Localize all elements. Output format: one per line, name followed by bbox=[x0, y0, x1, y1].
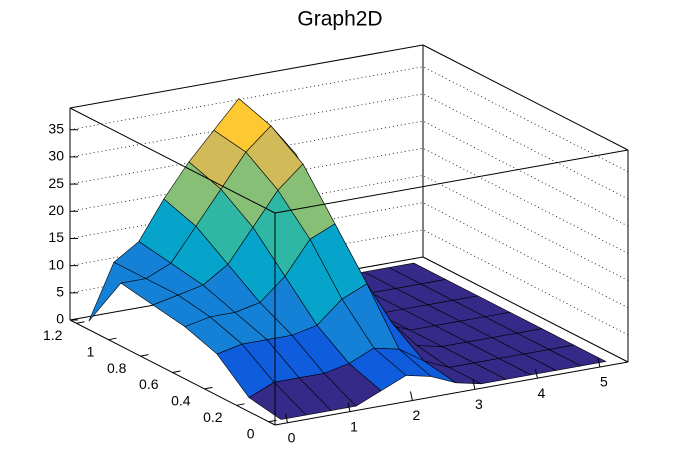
z-tick-label: 20 bbox=[48, 202, 64, 218]
surface-cell bbox=[248, 382, 307, 420]
x-tick-label: 4 bbox=[538, 385, 546, 401]
x-tick bbox=[472, 380, 476, 390]
box-edge bbox=[274, 149, 629, 214]
grid-line bbox=[69, 120, 629, 227]
x-tick-label: 5 bbox=[600, 374, 608, 390]
x-tick-label: 1 bbox=[350, 418, 358, 434]
grid-line bbox=[69, 175, 629, 281]
y-tick bbox=[76, 321, 85, 324]
z-tick-label: 30 bbox=[48, 148, 64, 164]
grid-line bbox=[69, 256, 629, 363]
x-tick bbox=[597, 357, 601, 368]
grid-line bbox=[69, 93, 629, 200]
x-tick bbox=[347, 402, 351, 412]
y-tick bbox=[204, 386, 213, 390]
y-tick-label: 0.6 bbox=[139, 376, 159, 392]
box-edge bbox=[274, 361, 629, 426]
z-tick-label: 0 bbox=[56, 311, 64, 327]
z-tick-label: 15 bbox=[48, 229, 64, 245]
z-tick-label: 25 bbox=[48, 175, 64, 191]
y-tick bbox=[268, 419, 277, 423]
z-tick-label: 35 bbox=[48, 120, 64, 136]
z-tick-label: 5 bbox=[56, 284, 64, 300]
x-tick-label: 3 bbox=[475, 396, 483, 412]
grid-line bbox=[69, 147, 629, 254]
x-tick-label: 2 bbox=[413, 407, 421, 423]
y-tick bbox=[108, 337, 117, 341]
box-edge bbox=[422, 44, 629, 151]
grid-line bbox=[69, 229, 629, 336]
y-tick-label: 0 bbox=[247, 425, 255, 441]
grid-line bbox=[69, 66, 629, 173]
y-tick-label: 1 bbox=[87, 343, 95, 359]
y-tick bbox=[140, 354, 149, 357]
y-tick bbox=[172, 370, 181, 373]
z-tick-label: 10 bbox=[48, 256, 64, 272]
y-tick-label: 0.4 bbox=[171, 393, 191, 409]
box-edge bbox=[69, 107, 276, 214]
x-tick bbox=[409, 391, 413, 401]
x-tick bbox=[285, 413, 288, 423]
chart-title: Graph2D bbox=[297, 8, 382, 31]
y-tick-label: 0.2 bbox=[203, 409, 223, 425]
y-tick-label: 1.2 bbox=[43, 327, 63, 343]
x-tick bbox=[534, 369, 538, 379]
box-edge bbox=[69, 44, 424, 109]
y-tick-label: 0.8 bbox=[107, 360, 127, 376]
x-tick-label: 0 bbox=[288, 429, 296, 445]
grid-line bbox=[69, 202, 629, 308]
y-tick bbox=[236, 403, 245, 406]
